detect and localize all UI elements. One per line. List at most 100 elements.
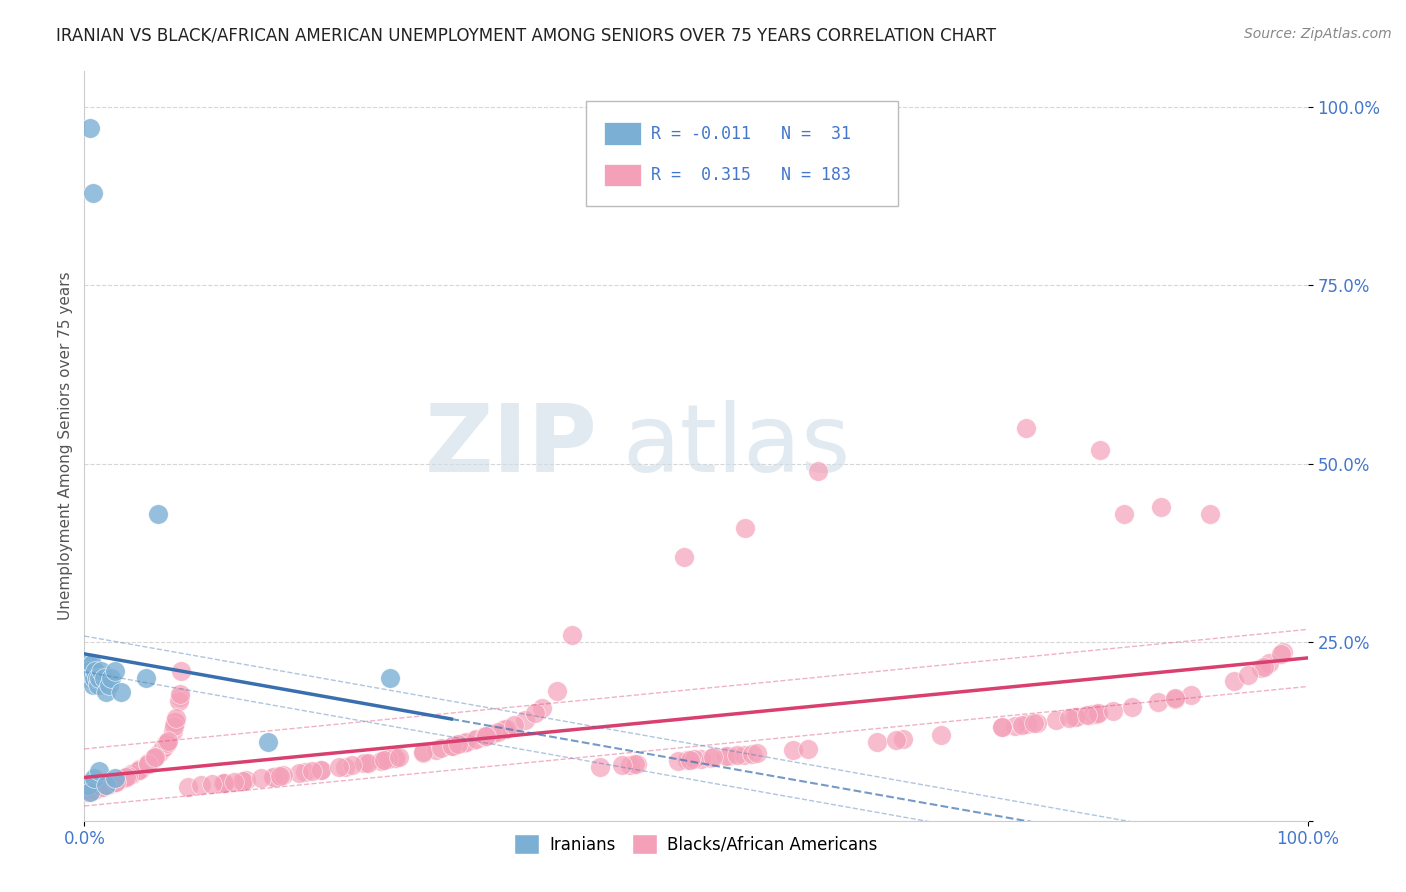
Point	[146, 507, 169, 521]
Point	[373, 753, 395, 767]
Point	[83, 782, 105, 797]
Point	[1085, 706, 1108, 721]
Point	[111, 772, 134, 786]
Point	[96, 778, 118, 792]
Point	[1081, 707, 1104, 722]
Point	[1011, 718, 1033, 732]
Point	[249, 771, 271, 785]
Point	[96, 778, 118, 792]
Point	[1164, 691, 1187, 706]
Point	[77, 778, 100, 792]
Point	[104, 775, 127, 789]
Point	[93, 671, 115, 685]
Point	[725, 748, 748, 763]
Point	[380, 671, 402, 685]
Point	[690, 751, 713, 765]
Point	[1198, 507, 1220, 521]
Point	[129, 762, 152, 776]
Point	[733, 747, 755, 762]
Point	[453, 735, 475, 749]
FancyBboxPatch shape	[586, 102, 898, 206]
Point	[495, 722, 517, 736]
Point	[377, 752, 399, 766]
Point	[91, 780, 114, 794]
Point	[90, 780, 112, 795]
Point	[83, 782, 105, 797]
Point	[741, 747, 763, 761]
Point	[495, 722, 517, 736]
Point	[1063, 710, 1085, 724]
Point	[486, 724, 509, 739]
Point	[84, 664, 107, 678]
Point	[589, 760, 612, 774]
Point	[546, 684, 568, 698]
Point	[136, 756, 159, 771]
Point	[472, 730, 495, 744]
Point	[1078, 707, 1101, 722]
Point	[163, 719, 186, 733]
Point	[83, 671, 105, 685]
Point	[257, 735, 280, 749]
Point	[97, 778, 120, 792]
Point	[301, 764, 323, 779]
Point	[1164, 691, 1187, 706]
Point	[1121, 700, 1143, 714]
Point	[84, 782, 107, 797]
Point	[1270, 647, 1292, 661]
Point	[153, 739, 176, 753]
Point	[125, 764, 148, 778]
Point	[146, 747, 169, 762]
Point	[884, 732, 907, 747]
Point	[288, 766, 311, 780]
Point	[747, 747, 769, 761]
Point	[370, 754, 392, 768]
Point	[96, 778, 118, 792]
Point	[96, 778, 118, 792]
Point	[412, 746, 434, 760]
Point	[294, 765, 316, 780]
Point	[384, 751, 406, 765]
Point	[149, 745, 172, 759]
Point	[716, 749, 738, 764]
Point	[309, 763, 332, 777]
Point	[1066, 710, 1088, 724]
Point	[135, 671, 157, 685]
Point	[561, 628, 583, 642]
Point	[623, 757, 645, 772]
Point	[474, 730, 496, 744]
Text: Source: ZipAtlas.com: Source: ZipAtlas.com	[1244, 27, 1392, 41]
Point	[122, 765, 145, 780]
Point	[165, 714, 187, 729]
Point	[668, 754, 690, 768]
Point	[990, 721, 1012, 735]
Point	[309, 763, 332, 777]
Point	[165, 711, 187, 725]
Point	[463, 732, 485, 747]
Y-axis label: Unemployment Among Seniors over 75 years: Unemployment Among Seniors over 75 years	[58, 272, 73, 620]
Point	[700, 750, 723, 764]
Text: atlas: atlas	[623, 400, 851, 492]
Point	[96, 685, 118, 699]
Point	[77, 664, 100, 678]
Point	[76, 785, 98, 799]
Point	[76, 785, 98, 799]
Point	[79, 671, 101, 685]
Point	[157, 733, 180, 747]
Text: R = -0.011   N =  31: R = -0.011 N = 31	[651, 125, 851, 143]
Point	[353, 756, 375, 771]
Point	[328, 760, 350, 774]
Point	[388, 750, 411, 764]
Point	[155, 738, 177, 752]
Point	[104, 774, 127, 789]
Point	[115, 770, 138, 784]
Point	[111, 772, 134, 786]
Point	[201, 777, 224, 791]
Point	[117, 769, 139, 783]
Point	[357, 756, 380, 770]
Point	[136, 756, 159, 771]
Point	[128, 763, 150, 777]
Point	[104, 664, 127, 678]
Point	[1250, 661, 1272, 675]
Point	[1088, 442, 1111, 457]
Point	[524, 706, 547, 720]
